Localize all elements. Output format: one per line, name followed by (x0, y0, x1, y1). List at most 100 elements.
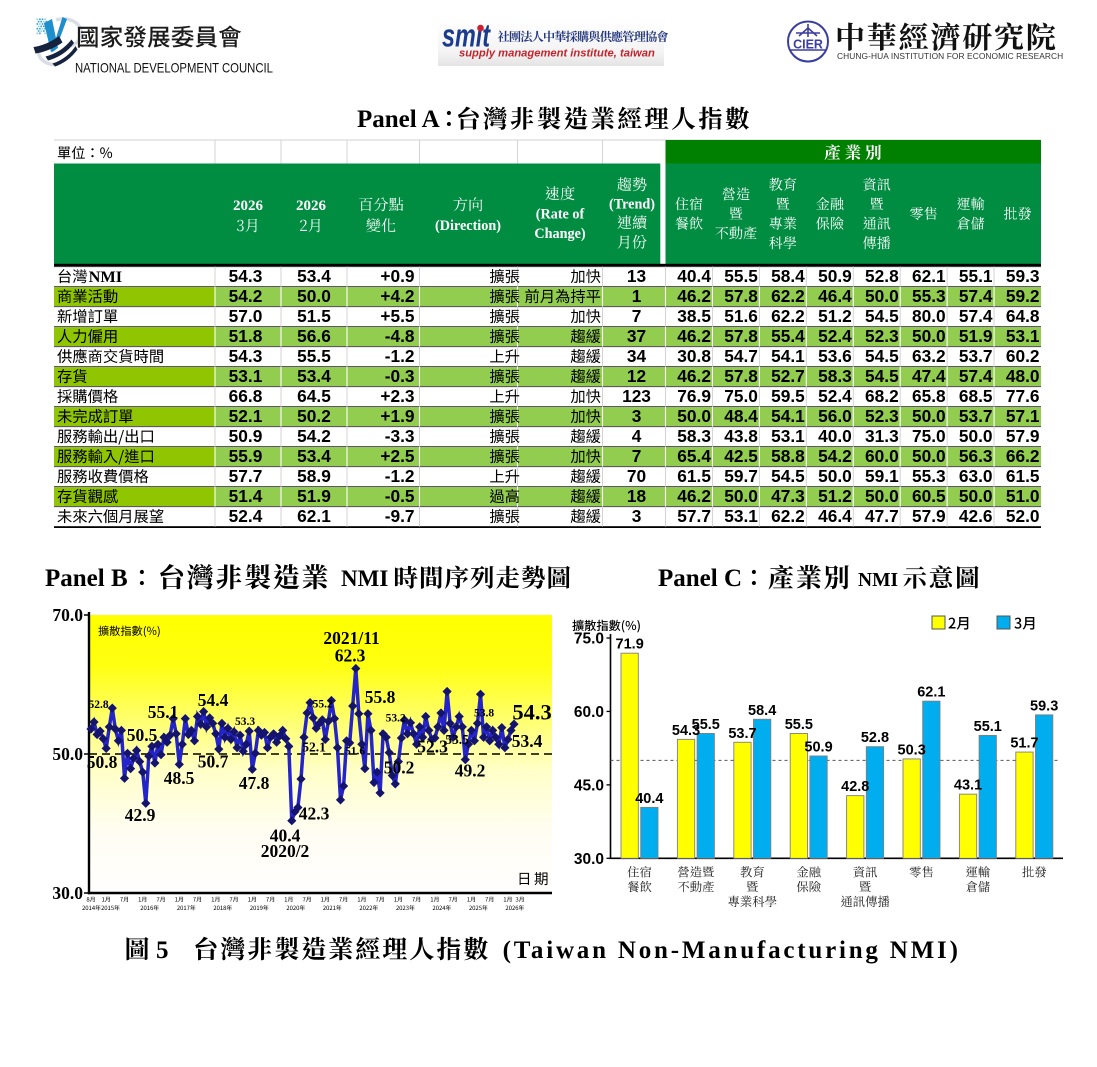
svg-text:50.2: 50.2 (297, 406, 331, 426)
svg-text:54.3: 54.3 (229, 266, 263, 286)
svg-text:30.0: 30.0 (574, 851, 604, 868)
svg-text:75.0: 75.0 (912, 426, 946, 446)
svg-text:2026: 2026 (233, 198, 264, 214)
svg-text:59.2: 59.2 (1006, 286, 1040, 306)
svg-text:65.8: 65.8 (912, 386, 946, 406)
svg-text:50.0: 50.0 (677, 406, 711, 426)
svg-text:62.1: 62.1 (917, 685, 945, 701)
svg-text:50.0: 50.0 (959, 426, 993, 446)
svg-text:40.4: 40.4 (270, 826, 301, 846)
svg-text:40.4: 40.4 (635, 791, 663, 807)
svg-text:-0.3: -0.3 (385, 366, 415, 386)
svg-text:57.4: 57.4 (959, 306, 993, 326)
svg-text:30.8: 30.8 (677, 346, 711, 366)
svg-text:58.4: 58.4 (748, 703, 776, 719)
svg-text:13: 13 (627, 266, 646, 286)
svg-text:54.2: 54.2 (818, 446, 852, 466)
svg-text:42.6: 42.6 (959, 506, 993, 526)
svg-text:53.4: 53.4 (297, 446, 331, 466)
svg-text:60.0: 60.0 (865, 446, 899, 466)
svg-text:49.2: 49.2 (455, 761, 486, 781)
svg-text:58.9: 58.9 (297, 466, 331, 486)
svg-text:55.3: 55.3 (912, 466, 946, 486)
svg-text:75.0: 75.0 (574, 631, 604, 648)
svg-text:60.0: 60.0 (574, 704, 604, 721)
svg-text:62.2: 62.2 (771, 286, 805, 306)
svg-text:53.4: 53.4 (512, 731, 543, 751)
svg-text:57.9: 57.9 (912, 506, 946, 526)
svg-text:54.1: 54.1 (771, 346, 805, 366)
svg-text:76.9: 76.9 (677, 386, 711, 406)
svg-text:46.4: 46.4 (818, 506, 852, 526)
svg-text:61.5: 61.5 (1006, 466, 1040, 486)
svg-text:34: 34 (627, 346, 647, 366)
svg-text:55.5: 55.5 (724, 266, 758, 286)
svg-text:54.2: 54.2 (229, 286, 263, 306)
svg-text:NATIONAL DEVELOPMENT COUNCIL: NATIONAL DEVELOPMENT COUNCIL (75, 59, 273, 75)
svg-text:55.8: 55.8 (365, 687, 396, 707)
svg-text:51.5: 51.5 (297, 306, 331, 326)
svg-text:NMI: NMI (89, 267, 122, 286)
svg-text:57.8: 57.8 (724, 326, 758, 346)
svg-text:46.2: 46.2 (677, 486, 711, 506)
svg-text:NMI: NMI (341, 566, 388, 591)
svg-text:3: 3 (632, 506, 642, 526)
svg-text:59.1: 59.1 (865, 466, 899, 486)
svg-text:54.5: 54.5 (865, 366, 899, 386)
svg-text:46.4: 46.4 (818, 286, 852, 306)
svg-text:54.5: 54.5 (865, 346, 899, 366)
svg-text:30.0: 30.0 (52, 883, 83, 903)
svg-text:-0.5: -0.5 (385, 486, 415, 506)
svg-text:54.5: 54.5 (771, 466, 805, 486)
svg-text:-1.2: -1.2 (385, 346, 415, 366)
svg-text:60.5: 60.5 (912, 486, 946, 506)
svg-text:42.3: 42.3 (299, 804, 330, 824)
svg-text:(Rate of: (Rate of (536, 207, 585, 223)
svg-text:40.0: 40.0 (818, 426, 852, 446)
svg-text:54.3: 54.3 (229, 346, 263, 366)
svg-text:57.8: 57.8 (724, 366, 758, 386)
svg-text:50.0: 50.0 (912, 446, 946, 466)
svg-text:48.0: 48.0 (1006, 366, 1040, 386)
svg-text:54.3: 54.3 (672, 723, 700, 739)
svg-text:58.4: 58.4 (771, 266, 805, 286)
svg-text:59.3: 59.3 (1006, 266, 1040, 286)
svg-text:+1.9: +1.9 (380, 406, 414, 426)
svg-text:53.4: 53.4 (297, 366, 331, 386)
svg-text:CHUNG-HUA INSTITUTION FOR ECON: CHUNG-HUA INSTITUTION FOR ECONOMIC RESEA… (837, 51, 1063, 61)
svg-text:57.1: 57.1 (1006, 406, 1040, 426)
svg-text:50.0: 50.0 (818, 466, 852, 486)
svg-text:Panel C: Panel C (658, 565, 742, 592)
svg-text:2020/2: 2020/2 (261, 841, 310, 861)
svg-text:57.7: 57.7 (677, 506, 711, 526)
svg-text:66.8: 66.8 (229, 386, 263, 406)
svg-text:52.3: 52.3 (417, 737, 448, 757)
svg-text:68.5: 68.5 (959, 386, 993, 406)
svg-text:51.4: 51.4 (229, 486, 263, 506)
svg-text:+0.9: +0.9 (380, 266, 414, 286)
svg-text:123: 123 (622, 386, 651, 406)
svg-text:70: 70 (627, 466, 646, 486)
svg-text:+2.3: +2.3 (380, 386, 414, 406)
svg-text:57.7: 57.7 (229, 466, 263, 486)
svg-text:53.2: 53.2 (386, 713, 406, 725)
svg-text:50.5: 50.5 (127, 725, 158, 745)
svg-text:54.1: 54.1 (771, 406, 805, 426)
svg-text:50.0: 50.0 (865, 486, 899, 506)
svg-text:Panel A: Panel A (357, 106, 440, 133)
svg-text:50.0: 50.0 (959, 486, 993, 506)
svg-text:52.8: 52.8 (865, 266, 899, 286)
svg-text:supply management institute, t: supply management institute, taiwan (459, 48, 655, 60)
svg-text:50.7: 50.7 (198, 752, 229, 772)
svg-text:46.2: 46.2 (677, 326, 711, 346)
svg-text:53.5: 53.5 (445, 732, 469, 747)
svg-text:51.6: 51.6 (345, 746, 365, 758)
svg-text:55.2: 55.2 (313, 699, 333, 711)
svg-text:68.2: 68.2 (865, 386, 899, 406)
svg-text:53.1: 53.1 (771, 426, 805, 446)
svg-text:51.0: 51.0 (1006, 486, 1040, 506)
svg-text:62.2: 62.2 (771, 306, 805, 326)
svg-text:52.1: 52.1 (229, 406, 263, 426)
svg-text:50.0: 50.0 (297, 286, 331, 306)
svg-text:55.1: 55.1 (959, 266, 993, 286)
